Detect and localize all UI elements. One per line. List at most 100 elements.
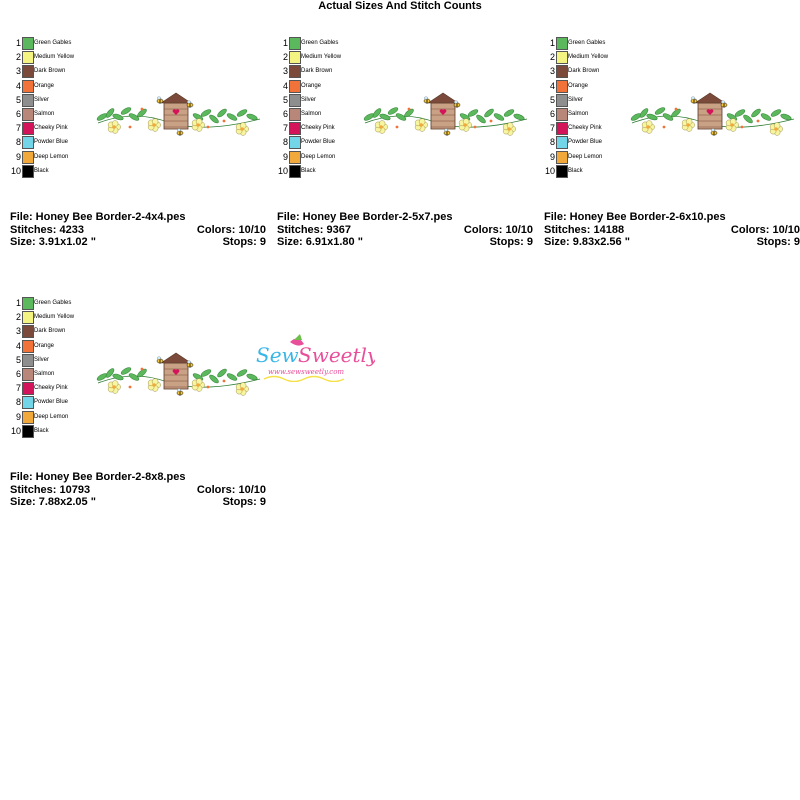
heart-icon <box>706 109 714 115</box>
flower <box>502 122 516 136</box>
design-size: Size: 6.91x1.80 " <box>277 236 363 248</box>
leaf <box>128 373 140 381</box>
swatch-row: 2 Medium Yellow <box>282 51 342 65</box>
flower <box>641 120 655 134</box>
file-name: File: Honey Bee Border-2-6x10.pes <box>544 211 726 223</box>
flower <box>147 118 161 132</box>
color-swatch <box>22 311 34 325</box>
color-swatch <box>289 79 301 93</box>
swatch-row: 6 Salmon <box>15 367 55 381</box>
color-swatch <box>22 65 34 79</box>
bee <box>186 100 194 108</box>
leaf <box>236 369 248 377</box>
berry <box>140 107 144 111</box>
berry <box>206 125 210 129</box>
leaf <box>200 369 212 377</box>
beehive <box>694 92 726 130</box>
leaf <box>372 108 382 118</box>
color-swatch <box>22 424 34 438</box>
flower <box>235 122 249 136</box>
flower <box>235 382 249 396</box>
leaf <box>751 108 761 118</box>
swatch-row: 8 Powder Blue <box>282 136 336 150</box>
design-size: Size: 3.91x1.02 " <box>10 236 96 248</box>
flower <box>769 122 783 136</box>
design-card-4x4: 1 Green Gables 2 Medium Yellow 3 Dark Brown… <box>10 18 266 268</box>
berry <box>395 125 399 129</box>
color-swatch <box>556 150 568 164</box>
svg-text:Sew: Sew <box>256 343 299 367</box>
leaf <box>780 113 792 121</box>
flower <box>107 120 121 134</box>
flower <box>458 118 472 132</box>
color-swatch <box>556 107 568 121</box>
bee <box>423 96 431 104</box>
leaf <box>646 113 658 121</box>
swatch-row: 6 Salmon <box>282 107 322 121</box>
leaf <box>770 109 782 117</box>
leaf <box>467 109 479 117</box>
color-swatch <box>556 37 568 50</box>
embroidery-design-preview <box>96 92 261 136</box>
leaf <box>120 367 132 375</box>
bee <box>156 356 164 364</box>
leaf <box>226 373 238 381</box>
color-swatch <box>556 79 568 93</box>
color-swatch <box>22 136 34 150</box>
swatch-row: 5 Silver <box>549 93 584 107</box>
color-swatch <box>22 353 34 367</box>
color-swatch <box>556 51 568 65</box>
berry <box>740 125 744 129</box>
file-name: File: Honey Bee Border-2-5x7.pes <box>277 211 453 223</box>
swatch-row: 6 Salmon <box>549 107 589 121</box>
swatch-row: 10 Black <box>277 164 316 178</box>
bee <box>720 100 728 108</box>
heart-icon <box>439 109 447 115</box>
leaf <box>137 108 147 118</box>
swatch-row: 10 Black <box>544 164 583 178</box>
stitch-count: Stitches: 10793 <box>10 483 91 496</box>
swatch-row: 7 Cheeky Pink <box>282 122 335 136</box>
swatch-row: 1 Green Gables <box>282 37 339 50</box>
design-info: File: Honey Bee Border-2-4x4.pes Stitche… <box>10 211 266 249</box>
leaf <box>395 113 407 121</box>
color-count: Colors: 10/10 <box>196 483 266 496</box>
design-card-5x7: 1 Green Gables 2 Medium Yellow 3 Dark Brown… <box>277 18 533 268</box>
berry <box>140 367 144 371</box>
leaf <box>493 113 505 121</box>
berry <box>222 119 226 123</box>
leaf <box>217 108 227 118</box>
leaf <box>476 114 486 124</box>
design-card-8x8: 1 Green Gables 2 Medium Yellow 3 Dark Brown… <box>10 278 266 528</box>
color-swatch <box>22 410 34 424</box>
leaf <box>734 109 746 117</box>
beehive <box>160 92 192 130</box>
leaf <box>404 108 414 118</box>
berry <box>128 125 132 129</box>
file-name: File: Honey Bee Border-2-4x4.pes <box>10 211 186 223</box>
leaf <box>246 113 258 121</box>
leaf <box>137 368 147 378</box>
swatch-row: 5 Silver <box>282 93 317 107</box>
thread-palette: 1 Green Gables 2 Medium Yellow 3 Dark Brown… <box>544 36 624 178</box>
leaf <box>639 108 649 118</box>
berry <box>756 119 760 123</box>
leaf <box>662 113 674 121</box>
bee <box>453 100 461 108</box>
color-swatch <box>22 93 34 107</box>
color-swatch <box>556 65 568 79</box>
design-info: File: Honey Bee Border-2-5x7.pes Stitche… <box>277 211 533 249</box>
leaf <box>209 374 219 384</box>
embroidery-design-preview <box>630 92 795 136</box>
swatch-row: 1 Green Gables <box>549 37 606 50</box>
color-swatch <box>289 150 301 164</box>
design-size: Size: 9.83x2.56 " <box>544 236 630 248</box>
design-info: File: Honey Bee Border-2-8x8.pes Stitche… <box>10 471 266 509</box>
heart-icon <box>172 109 180 115</box>
leaf <box>654 107 666 115</box>
border-motif <box>96 352 261 396</box>
flower <box>414 118 428 132</box>
flower <box>191 378 205 392</box>
color-swatch <box>289 164 301 178</box>
color-swatch <box>22 51 34 65</box>
